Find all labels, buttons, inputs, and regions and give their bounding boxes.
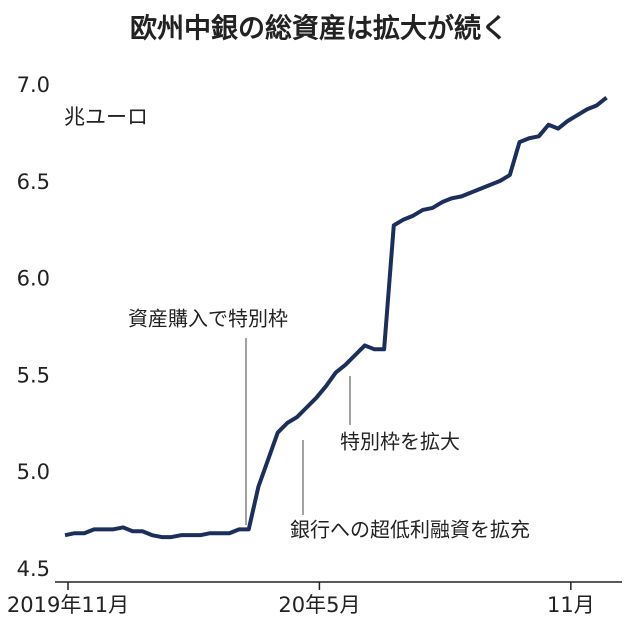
- y-tick-label: 5.5: [17, 363, 50, 387]
- y-tick-label: 6.0: [17, 267, 50, 291]
- annotation: 特別枠を拡大: [340, 430, 460, 454]
- y-axis-label: 兆ユーロ: [64, 105, 148, 129]
- data-line: [64, 96, 608, 540]
- y-tick-label: 7.0: [17, 73, 50, 97]
- x-tick-label: 11月: [547, 593, 595, 617]
- x-tick-label: 20年5月: [278, 593, 360, 617]
- y-tick-label: 5.0: [17, 460, 50, 484]
- y-tick-label: 6.5: [17, 170, 50, 194]
- annotation: 銀行への超低利融資を拡充: [290, 518, 530, 542]
- annotation: 資産購入で特別枠: [128, 307, 288, 331]
- x-tick-label: 2019年11月: [7, 593, 129, 617]
- chart-title: 欧州中銀の総資産は拡大が続く: [130, 13, 508, 45]
- y-tick-label: 4.5: [17, 557, 50, 581]
